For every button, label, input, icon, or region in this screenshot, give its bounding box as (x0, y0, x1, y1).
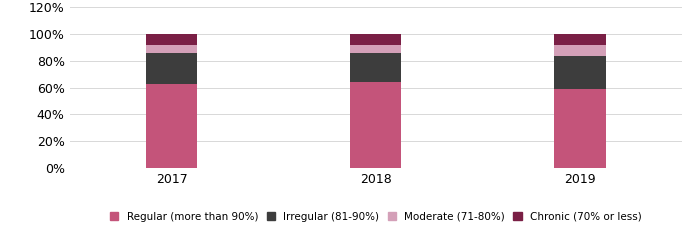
Bar (555, 45, 606, 56)
Bar (350, 34, 402, 45)
Legend: Regular (more than 90%), Irregular (81-90%), Moderate (71-80%), Chronic (70% or : Regular (more than 90%), Irregular (81-9… (107, 208, 644, 225)
Bar (555, 89, 606, 168)
Bar (350, 53, 402, 82)
Bar (146, 45, 197, 53)
Bar (555, 34, 606, 45)
Bar (146, 34, 197, 45)
Bar (555, 56, 606, 89)
Bar (350, 82, 402, 168)
Bar (350, 45, 402, 53)
Bar (146, 53, 197, 84)
Bar (146, 84, 197, 168)
